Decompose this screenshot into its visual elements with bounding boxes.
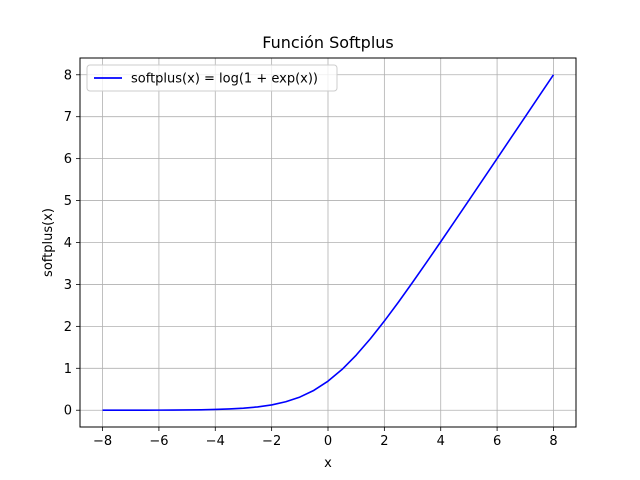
- y-tick-label: 0: [64, 404, 72, 419]
- x-tick-label: 4: [437, 434, 445, 449]
- series-layer: [102, 74, 555, 412]
- x-tick-label: −4: [206, 434, 225, 449]
- y-tick-label: 5: [64, 194, 72, 209]
- series-line-softplus: [102, 74, 555, 412]
- x-tick-label: 8: [549, 434, 557, 449]
- y-tick-label: 6: [64, 152, 72, 167]
- y-tick-label: 7: [64, 110, 72, 125]
- y-tick-label: 4: [64, 236, 72, 251]
- legend-entry-softplus: softplus(x) = log(1 + exp(x)): [131, 72, 318, 87]
- x-tick-label: 0: [324, 434, 332, 449]
- y-tick-label: 3: [64, 278, 72, 293]
- y-tick-label: 8: [64, 68, 72, 83]
- x-tick-label: 2: [380, 434, 388, 449]
- legend-box: [86, 64, 338, 92]
- x-tick-label: −2: [262, 434, 281, 449]
- x-tick-label: 6: [493, 434, 501, 449]
- x-tick-label: −6: [149, 434, 168, 449]
- y-tick-label: 2: [64, 320, 72, 335]
- grid-layer: [80, 58, 576, 427]
- y-tick-label: 1: [64, 362, 72, 377]
- tick-layer: −8 −6 −4 −2 0 2 4 6 8 0 1 2 3 4 5 6 7 8: [64, 68, 558, 449]
- x-axis-label: x: [324, 456, 332, 471]
- x-tick-label: −8: [93, 434, 112, 449]
- chart-title: Función Softplus: [262, 33, 394, 52]
- legend: softplus(x) = log(1 + exp(x)): [86, 64, 338, 92]
- y-axis-label: softplus(x): [41, 208, 56, 277]
